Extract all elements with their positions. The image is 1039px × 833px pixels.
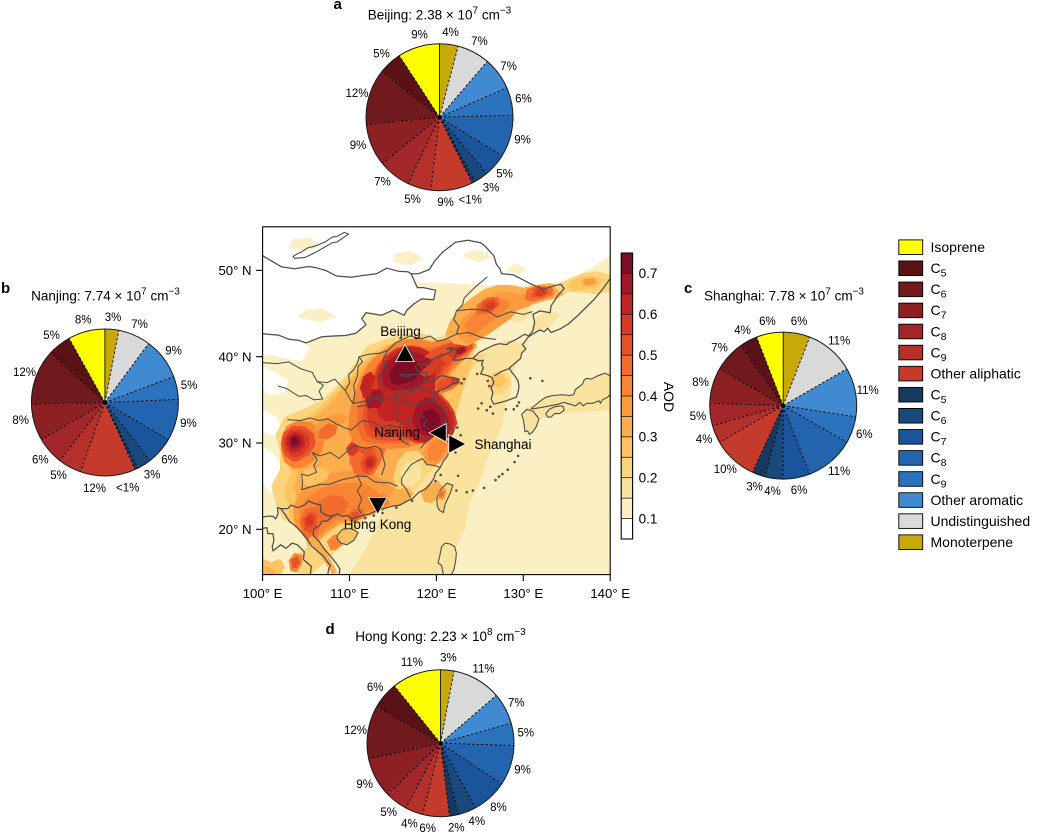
svg-text:11%: 11% bbox=[401, 657, 423, 669]
svg-text:3%: 3% bbox=[440, 653, 457, 665]
svg-text:5%: 5% bbox=[380, 807, 397, 819]
svg-text:6%: 6% bbox=[791, 316, 808, 328]
svg-text:110° E: 110° E bbox=[330, 586, 369, 601]
svg-text:5%: 5% bbox=[690, 411, 707, 423]
svg-text:4%: 4% bbox=[468, 816, 485, 828]
svg-text:7%: 7% bbox=[508, 698, 525, 710]
svg-text:12%: 12% bbox=[345, 88, 368, 100]
svg-text:3%: 3% bbox=[483, 182, 500, 194]
svg-text:0.2: 0.2 bbox=[639, 471, 658, 486]
svg-text:Nanjing: Nanjing bbox=[374, 425, 420, 440]
svg-text:7%: 7% bbox=[471, 36, 488, 48]
svg-text:Shanghai: Shanghai bbox=[475, 437, 532, 452]
svg-text:6%: 6% bbox=[515, 93, 532, 105]
svg-text:d: d bbox=[326, 621, 335, 638]
svg-text:5%: 5% bbox=[404, 194, 421, 206]
svg-text:0.4: 0.4 bbox=[639, 389, 658, 404]
svg-text:<1%: <1% bbox=[116, 483, 139, 495]
svg-text:5%: 5% bbox=[43, 330, 60, 342]
svg-text:8%: 8% bbox=[75, 314, 92, 326]
svg-text:4%: 4% bbox=[696, 434, 713, 446]
svg-text:9%: 9% bbox=[356, 779, 373, 791]
svg-text:100° E: 100° E bbox=[243, 586, 283, 601]
svg-text:5%: 5% bbox=[496, 168, 513, 180]
svg-text:9%: 9% bbox=[180, 418, 197, 430]
svg-text:a: a bbox=[334, 0, 343, 13]
svg-text:9%: 9% bbox=[514, 135, 531, 147]
svg-text:7%: 7% bbox=[374, 177, 391, 189]
svg-text:6%: 6% bbox=[419, 823, 436, 833]
svg-text:8%: 8% bbox=[12, 415, 29, 427]
svg-text:Monoterpene: Monoterpene bbox=[931, 534, 1014, 550]
svg-text:11%: 11% bbox=[472, 664, 494, 676]
svg-text:140° E: 140° E bbox=[590, 586, 630, 601]
svg-text:0.1: 0.1 bbox=[639, 511, 658, 526]
svg-text:9%: 9% bbox=[514, 764, 531, 776]
svg-text:5%: 5% bbox=[50, 470, 67, 482]
svg-text:AOD: AOD bbox=[661, 382, 677, 412]
svg-text:0.3: 0.3 bbox=[639, 430, 658, 445]
svg-text:9%: 9% bbox=[437, 197, 454, 209]
svg-text:130° E: 130° E bbox=[503, 586, 543, 601]
svg-text:Nanjing: 7.74 × 107 cm−3: Nanjing: 7.74 × 107 cm−3 bbox=[31, 287, 180, 304]
svg-text:12%: 12% bbox=[344, 725, 367, 737]
svg-text:20° N: 20° N bbox=[218, 522, 251, 537]
svg-text:10%: 10% bbox=[714, 464, 737, 476]
svg-text:0.7: 0.7 bbox=[639, 266, 658, 281]
svg-text:6%: 6% bbox=[161, 454, 178, 466]
svg-text:120° E: 120° E bbox=[417, 586, 457, 601]
svg-text:5%: 5% bbox=[373, 49, 390, 61]
svg-text:50° N: 50° N bbox=[218, 263, 251, 278]
svg-text:40° N: 40° N bbox=[218, 349, 251, 364]
svg-text:9%: 9% bbox=[411, 30, 428, 42]
svg-text:b: b bbox=[1, 280, 10, 297]
svg-text:3%: 3% bbox=[746, 482, 763, 494]
svg-text:11%: 11% bbox=[828, 335, 850, 347]
svg-text:3%: 3% bbox=[105, 312, 122, 324]
svg-text:4%: 4% bbox=[442, 27, 459, 39]
svg-text:7%: 7% bbox=[500, 61, 517, 73]
svg-text:7%: 7% bbox=[711, 343, 728, 355]
svg-text:Hong Kong: Hong Kong bbox=[344, 517, 412, 532]
svg-text:Hong Kong: 2.23 × 108 cm−3: Hong Kong: 2.23 × 108 cm−3 bbox=[355, 627, 526, 644]
svg-text:8%: 8% bbox=[692, 377, 709, 389]
svg-text:11%: 11% bbox=[857, 385, 879, 397]
svg-text:Beijing: 2.38 × 107 cm−3: Beijing: 2.38 × 107 cm−3 bbox=[368, 6, 512, 23]
svg-text:6%: 6% bbox=[759, 316, 776, 328]
svg-text:4%: 4% bbox=[764, 486, 781, 498]
svg-text:6%: 6% bbox=[367, 682, 384, 694]
svg-text:c: c bbox=[684, 280, 692, 297]
svg-text:3%: 3% bbox=[144, 469, 161, 481]
svg-text:6%: 6% bbox=[32, 454, 49, 466]
svg-text:30° N: 30° N bbox=[218, 436, 251, 451]
svg-text:Shanghai: 7.78 × 107 cm−3: Shanghai: 7.78 × 107 cm−3 bbox=[704, 287, 864, 304]
svg-text:9%: 9% bbox=[350, 140, 367, 152]
svg-text:11%: 11% bbox=[828, 466, 850, 478]
svg-text:Beijing: Beijing bbox=[380, 324, 421, 339]
svg-text:<1%: <1% bbox=[459, 195, 482, 207]
svg-text:2%: 2% bbox=[448, 823, 465, 833]
svg-text:Isoprene: Isoprene bbox=[931, 239, 986, 255]
svg-text:12%: 12% bbox=[83, 483, 106, 495]
svg-text:0.5: 0.5 bbox=[639, 348, 658, 363]
svg-text:Undistinguished: Undistinguished bbox=[931, 513, 1031, 529]
svg-text:8%: 8% bbox=[490, 802, 507, 814]
svg-text:4%: 4% bbox=[401, 818, 418, 830]
svg-text:6%: 6% bbox=[791, 485, 808, 497]
svg-text:6%: 6% bbox=[856, 429, 873, 441]
svg-text:Other aliphatic: Other aliphatic bbox=[931, 365, 1021, 381]
svg-text:5%: 5% bbox=[181, 380, 198, 392]
svg-text:Other aromatic: Other aromatic bbox=[931, 492, 1024, 508]
svg-text:5%: 5% bbox=[517, 728, 534, 740]
svg-text:0.6: 0.6 bbox=[639, 307, 658, 322]
svg-text:9%: 9% bbox=[165, 346, 182, 358]
svg-text:7%: 7% bbox=[131, 319, 148, 331]
svg-text:12%: 12% bbox=[13, 367, 36, 379]
svg-text:4%: 4% bbox=[734, 325, 751, 337]
